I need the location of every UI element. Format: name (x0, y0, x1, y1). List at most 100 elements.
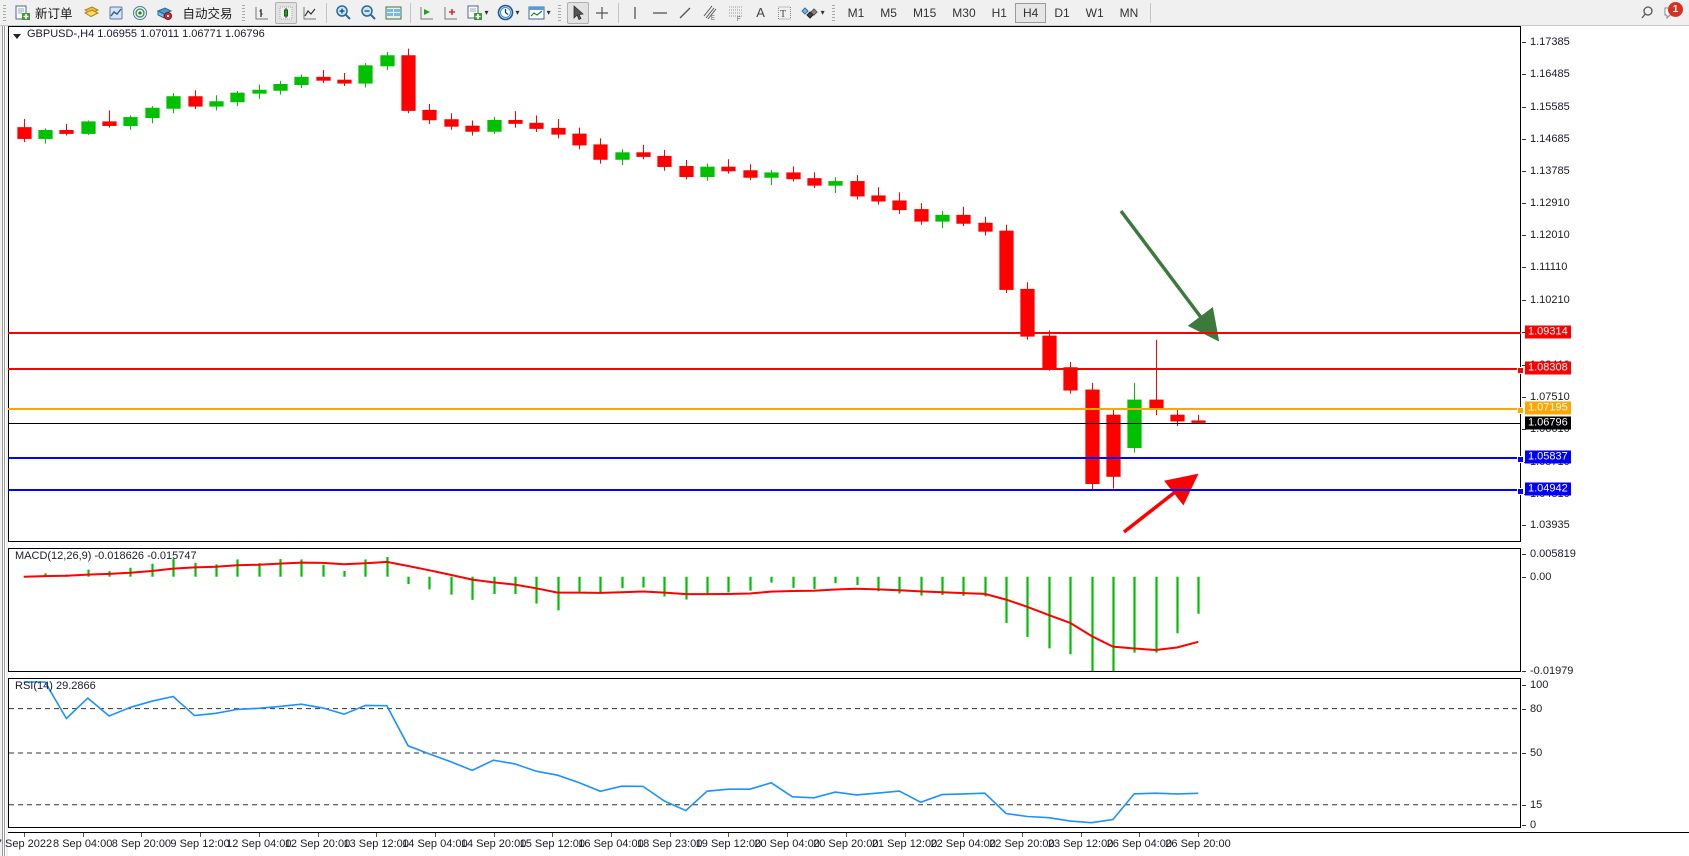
rsi-axis-tick: 0 (1522, 819, 1536, 831)
timeframe-m5[interactable]: M5 (880, 5, 897, 20)
price-label-resistance-upper[interactable]: 1.09314 (1525, 325, 1571, 339)
chart-collapse-caret[interactable] (13, 34, 21, 39)
periods-icon (497, 4, 513, 21)
vertical-line-button[interactable] (624, 2, 646, 24)
alerts-button[interactable]: 1 (1660, 1, 1683, 24)
macd-axis-tick: -0.01979 (1522, 665, 1573, 677)
cursor-icon (573, 4, 584, 20)
price-line-handle[interactable] (1517, 455, 1524, 463)
rsi-axis-tick: 100 (1522, 679, 1548, 691)
candlestick-chart-icon (279, 6, 293, 19)
macd-axis[interactable]: 0.005819 0.00 -0.01979 (1522, 548, 1689, 677)
price-line-handle[interactable] (1517, 367, 1524, 375)
auto-trading-button[interactable]: 自动交易 (178, 2, 238, 24)
line-chart-button[interactable] (299, 2, 321, 24)
price-line-handle[interactable] (1517, 407, 1524, 415)
templates-button[interactable]: ▾ (525, 2, 554, 24)
search-button[interactable] (1636, 2, 1658, 24)
price-label-resistance-lower[interactable]: 1.08308 (1525, 361, 1571, 375)
timeframe-w1[interactable]: W1 (1085, 5, 1104, 20)
rsi-axis-tick: 15 (1522, 799, 1542, 811)
price-line-entry-level[interactable] (8, 407, 1524, 415)
time-axis-tick: 14 Sep 04:00 (402, 838, 468, 850)
rsi-axis[interactable]: 100 80 50 15 0 (1522, 678, 1689, 831)
timeframe-d1[interactable]: D1 (1054, 5, 1070, 20)
market-watch-button[interactable] (105, 2, 127, 24)
time-axis-tick-mark (376, 833, 377, 837)
macd-pane[interactable]: MACD(12,26,9) -0.018626 -0.015747 0.0058… (8, 548, 1689, 677)
time-axis-tick-mark (494, 833, 495, 837)
zoom-out-button[interactable] (357, 2, 380, 24)
terminal-button[interactable] (153, 2, 176, 24)
time-axis-tick: 20 Sep 20:00 (813, 838, 879, 850)
price-line-support-lower[interactable] (8, 488, 1524, 496)
time-axis-tick: 13 Sep 12:00 (343, 838, 409, 850)
chart-ohlc-label: GBPUSD-,H4 1.06955 1.07011 1.06771 1.067… (27, 28, 265, 40)
time-axis-tick-mark (141, 833, 142, 837)
price-axis-tick: 1.11110 (1522, 261, 1567, 273)
price-axis-tick: 1.14685 (1522, 133, 1570, 145)
cursor-button[interactable] (566, 1, 589, 24)
chart-shift-button[interactable] (440, 2, 462, 24)
time-axis[interactable]: 7 Sep 2022 8 Sep 04:00 8 Sep 20:00 9 Sep 12… (0, 832, 1689, 856)
timeframe-m1[interactable]: M1 (847, 5, 865, 20)
text-button[interactable]: A (750, 2, 772, 24)
toolbar-grip[interactable] (1, 2, 9, 23)
time-axis-tick-mark (318, 833, 319, 837)
new-order-button[interactable]: 新订单 (12, 2, 78, 24)
indicators-dropdown-arrow[interactable]: ▾ (484, 8, 489, 17)
profiles-button[interactable] (80, 2, 103, 24)
zoom-in-icon (335, 5, 351, 20)
price-label-entry-level[interactable]: 1.07195 (1525, 401, 1571, 415)
periods-button[interactable]: ▾ (494, 2, 523, 24)
indicators-button[interactable]: ▾ (464, 2, 492, 24)
periods-dropdown-arrow[interactable]: ▾ (515, 8, 520, 17)
toolbar-grip-2[interactable] (239, 2, 248, 23)
time-axis-tick-mark (24, 833, 25, 837)
price-pane[interactable]: GBPUSD-,H4 1.06955 1.07011 1.06771 1.067… (8, 26, 1689, 544)
toolbar-grip-3[interactable] (555, 2, 564, 23)
bearish-arrow[interactable] (1119, 209, 1220, 342)
toolbar-grip-4[interactable] (829, 2, 838, 23)
trendline-button[interactable] (674, 2, 696, 24)
price-label-current-price[interactable]: 1.06796 (1525, 416, 1571, 430)
price-line-handle[interactable] (1517, 488, 1524, 496)
price-axis-tick: 1.12910 (1522, 197, 1570, 209)
price-line-resistance-lower[interactable] (8, 367, 1524, 375)
bullish-arrow[interactable] (1122, 473, 1199, 534)
zoom-in-button[interactable] (332, 2, 355, 24)
chart-container[interactable]: GBPUSD-,H4 1.06955 1.07011 1.06771 1.067… (0, 26, 1689, 856)
price-axis-tick: 1.12010 (1522, 229, 1570, 241)
price-label-support-upper[interactable]: 1.05837 (1525, 450, 1571, 464)
crosshair-button[interactable] (591, 2, 613, 24)
time-axis-tick-mark (905, 833, 906, 837)
price-axis-tick: 1.10210 (1522, 294, 1570, 306)
toolbar-separator-3 (617, 2, 619, 23)
price-axis[interactable]: 1.17385 1.16485 1.15585 1.14685 1.13785 1.129… (1522, 26, 1689, 542)
timeframe-mn[interactable]: MN (1119, 5, 1139, 20)
horizontal-line-button[interactable] (648, 2, 672, 24)
price-label-support-lower[interactable]: 1.04942 (1525, 482, 1571, 496)
chart-vertical-grip[interactable] (0, 26, 8, 856)
scroll-end-icon (420, 6, 433, 19)
shapes-dropdown-arrow[interactable]: ▾ (820, 8, 825, 17)
shapes-button[interactable]: ▾ (798, 2, 828, 24)
text-label-button[interactable]: T (774, 2, 796, 24)
scroll-end-button[interactable] (416, 2, 438, 24)
fibonacci-button[interactable]: F (724, 2, 748, 24)
candlestick-chart-button[interactable] (274, 1, 297, 24)
price-line-support-upper[interactable] (8, 455, 1524, 463)
templates-dropdown-arrow[interactable]: ▾ (546, 8, 551, 17)
price-line-current-price[interactable] (8, 422, 1521, 424)
rsi-pane[interactable]: RSI(14) 29.2866 100 80 50 15 0 (8, 678, 1689, 831)
timeframe-m15[interactable]: M15 (912, 5, 937, 20)
timeframe-h4[interactable]: H4 (1014, 2, 1047, 23)
price-line-resistance-upper[interactable] (8, 332, 1521, 335)
equidistant-channel-button[interactable]: E (698, 2, 722, 24)
data-window-button[interactable] (382, 2, 405, 24)
timeframe-h1[interactable]: H1 (991, 5, 1007, 20)
bar-chart-button[interactable] (251, 2, 273, 24)
navigator-button[interactable] (129, 2, 151, 24)
timeframe-m30[interactable]: M30 (952, 5, 976, 20)
time-axis-tick: 16 Sep 04:00 (578, 838, 644, 850)
